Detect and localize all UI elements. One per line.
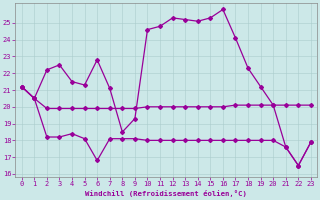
X-axis label: Windchill (Refroidissement éolien,°C): Windchill (Refroidissement éolien,°C) xyxy=(85,190,247,197)
